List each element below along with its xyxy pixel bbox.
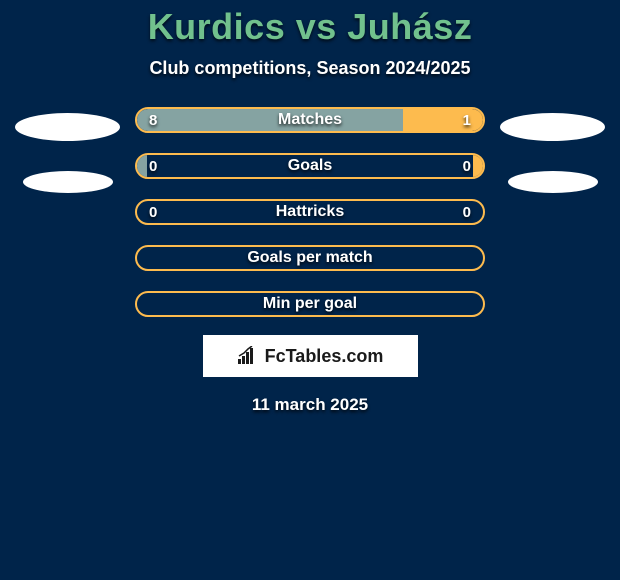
stat-bar-goals-per-match: Goals per match: [135, 245, 485, 271]
stat-bar-min-per-goal: Min per goal: [135, 291, 485, 317]
stat-bar-goals: 00Goals: [135, 153, 485, 179]
right-player-col: [485, 107, 620, 317]
bar-label: Hattricks: [137, 203, 483, 221]
logo-text: FcTables.com: [265, 346, 384, 367]
chart-icon: [237, 346, 261, 366]
left-player-ellipse-large: [15, 113, 120, 141]
bar-label: Matches: [137, 111, 483, 129]
date-label: 11 march 2025: [252, 395, 368, 415]
bar-label: Goals: [137, 157, 483, 175]
right-player-ellipse-large: [500, 113, 605, 141]
stat-bars: 81Matches 00Goals 00Hattricks Goals per mat…: [135, 107, 485, 317]
logo-box[interactable]: FcTables.com: [203, 335, 418, 377]
left-player-col: [0, 107, 135, 317]
infographic-root: Kurdics vs Juhász Club competitions, Sea…: [0, 0, 620, 580]
page-title: Kurdics vs Juhász: [148, 6, 473, 48]
subtitle: Club competitions, Season 2024/2025: [149, 58, 470, 79]
compare-area: 81Matches 00Goals 00Hattricks Goals per mat…: [0, 107, 620, 317]
stat-bar-matches: 81Matches: [135, 107, 485, 133]
stat-bar-hattricks: 00Hattricks: [135, 199, 485, 225]
bar-label: Goals per match: [137, 249, 483, 267]
right-player-ellipse-small: [508, 171, 598, 193]
left-player-ellipse-small: [23, 171, 113, 193]
bar-label: Min per goal: [137, 295, 483, 313]
